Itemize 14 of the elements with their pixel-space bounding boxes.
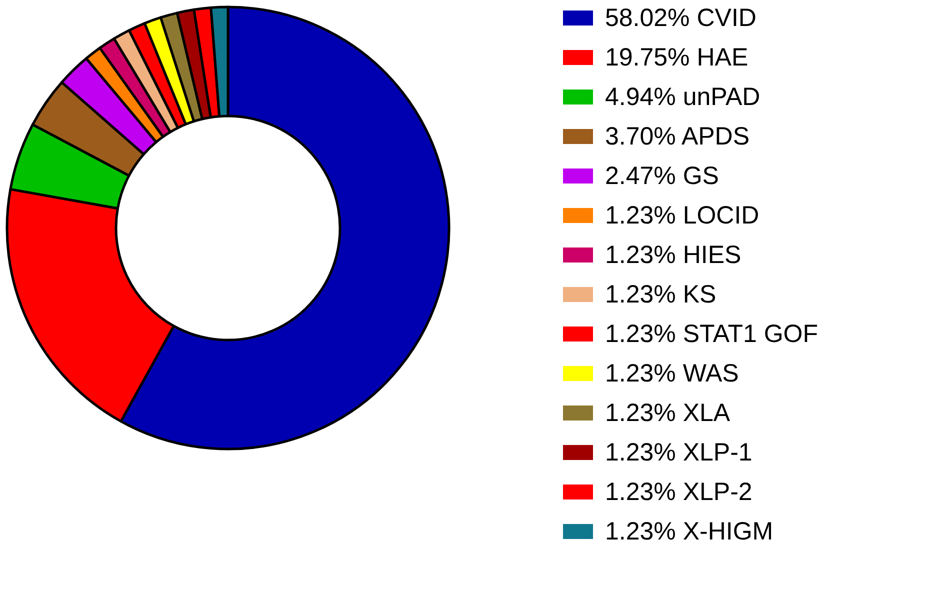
legend-label: 1.23% X-HIGM — [605, 518, 774, 546]
legend-label: 1.23% LOCID — [605, 202, 760, 230]
legend-label: 1.23% XLP-1 — [605, 438, 752, 466]
legend-label: 3.70% APDS — [605, 122, 750, 150]
legend-label: 19.75% HAE — [605, 44, 748, 72]
legend-label: 1.23% KS — [605, 280, 716, 308]
legend-label: 1.23% HIES — [605, 241, 742, 269]
legend-label: 1.23% XLP-2 — [605, 478, 752, 506]
legend-label: 4.94% unPAD — [605, 83, 760, 111]
legend-label: 1.23% WAS — [605, 360, 739, 388]
legend-label: 2.47% GS — [605, 162, 719, 190]
legend-label: 1.23% STAT1 GOF — [605, 320, 818, 348]
legend-label: 58.02% CVID — [605, 4, 756, 32]
legend-label: 1.23% XLA — [605, 399, 730, 427]
